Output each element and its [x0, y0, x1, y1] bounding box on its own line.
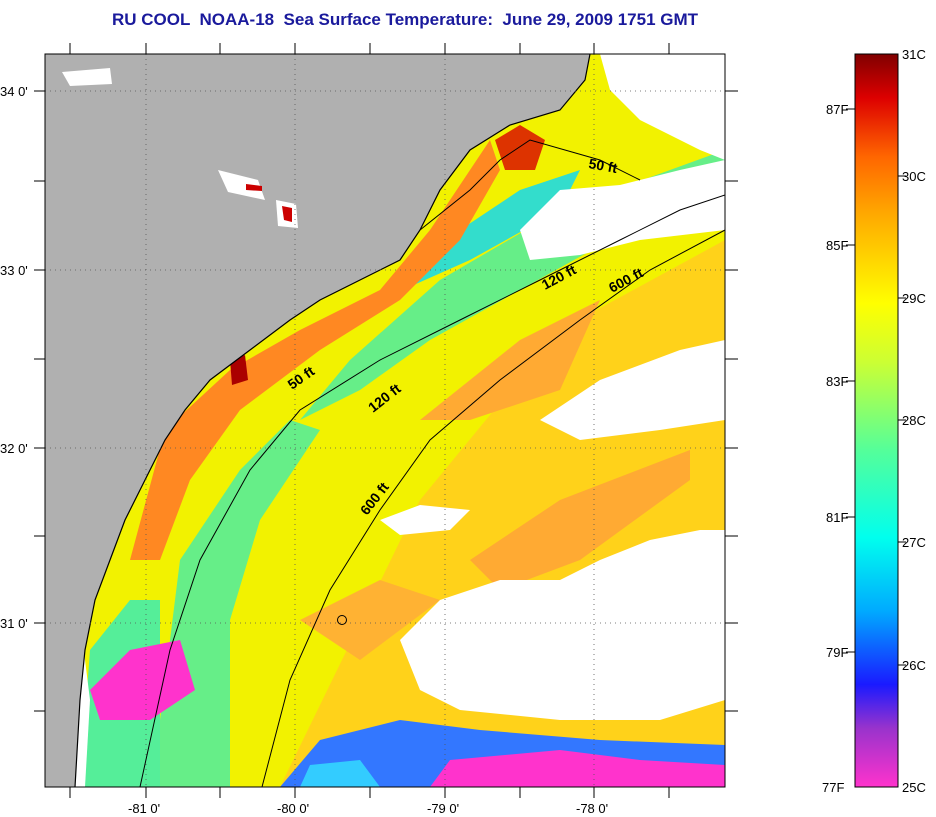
- colorbar-label-30c: 30C: [902, 169, 926, 184]
- lat-label-33: 33 0': [0, 263, 28, 278]
- midshelf-cool-band: [160, 420, 320, 787]
- lat-label-31: 31 0': [0, 616, 28, 631]
- seamount-contour: [337, 615, 347, 625]
- lon-label-78: -78 0': [576, 801, 609, 816]
- lon-label-81: -81 0': [128, 801, 161, 816]
- warm-patch: [420, 300, 600, 420]
- colorbar-label-79f: 79F: [826, 645, 849, 660]
- hot-spot: [495, 125, 545, 170]
- nearshore-warm-band: [130, 140, 500, 560]
- graticule: [45, 54, 725, 787]
- southern-cyan-region: [300, 760, 380, 787]
- cloud-patch: [380, 505, 470, 535]
- colorbar-label-28c: 28C: [902, 413, 926, 428]
- cloud-patch: [520, 160, 725, 260]
- colorbar-label-26c: 26C: [902, 658, 926, 673]
- colorbar: [854, 53, 899, 788]
- isobath-600ft: [261, 229, 725, 787]
- inland-cloud: [62, 68, 112, 86]
- warm-patch: [470, 450, 690, 590]
- colorbar-label-27c: 27C: [902, 535, 926, 550]
- contour-label-50ft: 50 ft: [587, 155, 618, 176]
- colorbar-label-85f: 85F: [826, 238, 849, 253]
- cloud-patch: [400, 530, 725, 720]
- coastline: [74, 54, 591, 787]
- axis-ticks: [34, 43, 738, 798]
- inland-lake-hot: [282, 206, 292, 222]
- isobath-120ft: [139, 194, 725, 787]
- colorbar-label-77f: 77F: [822, 780, 845, 795]
- cloud-patch: [540, 340, 725, 440]
- warm-patch: [300, 580, 440, 660]
- colorbar-label-25c: 25C: [902, 780, 926, 795]
- inland-lake-hot: [246, 184, 262, 191]
- lat-label-32: 32 0': [0, 441, 28, 456]
- colorbar-label-31c: 31C: [902, 47, 926, 62]
- map-title: RU COOL NOAA-18 Sea Surface Temperature:…: [111, 10, 699, 29]
- colorbar-label-83f: 83F: [826, 374, 849, 389]
- colorbar-label-81f: 81F: [826, 510, 849, 525]
- inland-lake: [218, 170, 265, 200]
- hot-spot: [230, 355, 248, 385]
- colorbar-ticks: [846, 108, 906, 666]
- lat-label-34: 34 0': [0, 84, 28, 99]
- lon-label-80: -80 0': [277, 801, 310, 816]
- colorbar-label-29c: 29C: [902, 291, 926, 306]
- map-frame: [44, 53, 726, 788]
- cloud-patch: [600, 54, 725, 160]
- colorbar-label-87f: 87F: [826, 102, 849, 117]
- cold-pink-patch: [90, 640, 195, 720]
- lon-label-79: -79 0': [427, 801, 460, 816]
- isobath-50ft: [419, 139, 641, 231]
- southern-pink-region: [430, 750, 725, 787]
- land-mass: [45, 54, 590, 787]
